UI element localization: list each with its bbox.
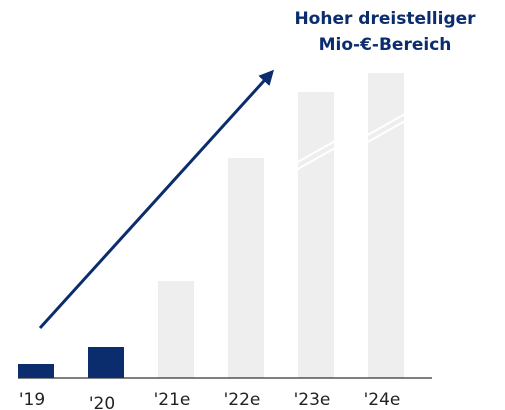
annotation-line: Hoher dreistelliger <box>294 9 476 29</box>
growth-arrow <box>38 69 275 330</box>
x-tick-label: '23e <box>294 390 331 410</box>
bar <box>228 158 264 378</box>
x-tick-label: '22e <box>224 390 261 410</box>
x-tick-label: '24e <box>364 390 401 410</box>
bar <box>158 281 194 378</box>
x-tick-label: '21e <box>154 390 191 410</box>
bar <box>88 347 124 378</box>
bar <box>298 92 334 378</box>
bars <box>18 73 404 378</box>
bar <box>18 364 54 378</box>
x-tick-label: '20 <box>89 394 115 410</box>
x-tick-label: '19 <box>19 390 45 410</box>
break-marks <box>295 113 406 171</box>
annotation-line: Mio-€-Bereich <box>319 35 452 55</box>
